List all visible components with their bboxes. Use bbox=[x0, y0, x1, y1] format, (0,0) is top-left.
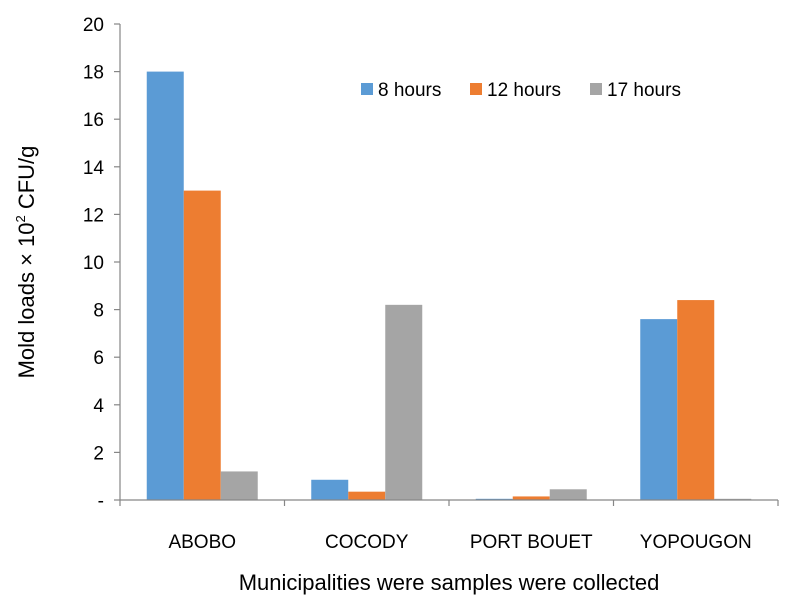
bar-12-hours-port-bouet bbox=[512, 496, 550, 500]
y-ticks: - 2 4 6 8 10 12 14 16 18 20 bbox=[83, 15, 120, 512]
legend-swatch bbox=[361, 83, 373, 95]
x-axis-title: Municipalities were samples were collect… bbox=[239, 570, 660, 595]
x-categories: ABOBO COCODY PORT BOUET YOPOUGON bbox=[119, 500, 779, 553]
legend-label: 8 hours bbox=[378, 80, 441, 101]
bar-17-hours-cocody bbox=[385, 304, 423, 500]
y-tick-label: 6 bbox=[93, 348, 104, 369]
legend-label: 12 hours bbox=[487, 80, 561, 101]
y-axis-title-superscript: 2 bbox=[13, 215, 28, 222]
bar-17-hours-abobo bbox=[220, 471, 258, 500]
legend: 8 hours 12 hours 17 hours bbox=[361, 80, 681, 101]
bar-12-hours-cocody bbox=[348, 491, 386, 500]
y-tick-label: 10 bbox=[83, 253, 104, 274]
y-axis-title-main: Mold loads × 10 bbox=[14, 222, 39, 378]
y-tick-label: - bbox=[98, 491, 104, 512]
bar-8-hours-abobo bbox=[146, 71, 184, 500]
bar-17-hours-port-bouet bbox=[549, 489, 587, 500]
x-category-label: ABOBO bbox=[168, 532, 236, 553]
y-tick-label: 12 bbox=[83, 205, 104, 226]
y-tick-label: 8 bbox=[93, 301, 104, 322]
bar-12-hours-yopougon bbox=[677, 300, 715, 500]
y-tick-label: 18 bbox=[83, 63, 104, 84]
bar-12-hours-abobo bbox=[183, 190, 221, 500]
y-tick-label: 14 bbox=[83, 158, 105, 179]
legend-swatch bbox=[590, 83, 602, 95]
y-axis-title: Mold loads × 102 CFU/g bbox=[13, 146, 39, 379]
y-tick-label: 2 bbox=[93, 443, 104, 464]
x-category-label: YOPOUGON bbox=[640, 532, 752, 553]
legend-swatch bbox=[470, 83, 482, 95]
y-tick-label: 4 bbox=[93, 396, 104, 417]
x-category-label: PORT BOUET bbox=[470, 532, 593, 553]
x-category-label: COCODY bbox=[325, 532, 409, 553]
bar-8-hours-yopougon bbox=[640, 319, 678, 500]
y-axis-title-unit: CFU/g bbox=[14, 146, 39, 216]
legend-label: 17 hours bbox=[607, 80, 681, 101]
bar-8-hours-cocody bbox=[311, 479, 349, 500]
y-tick-label: 16 bbox=[83, 110, 104, 131]
bars-layer bbox=[146, 71, 752, 500]
y-tick-label: 20 bbox=[83, 15, 104, 36]
